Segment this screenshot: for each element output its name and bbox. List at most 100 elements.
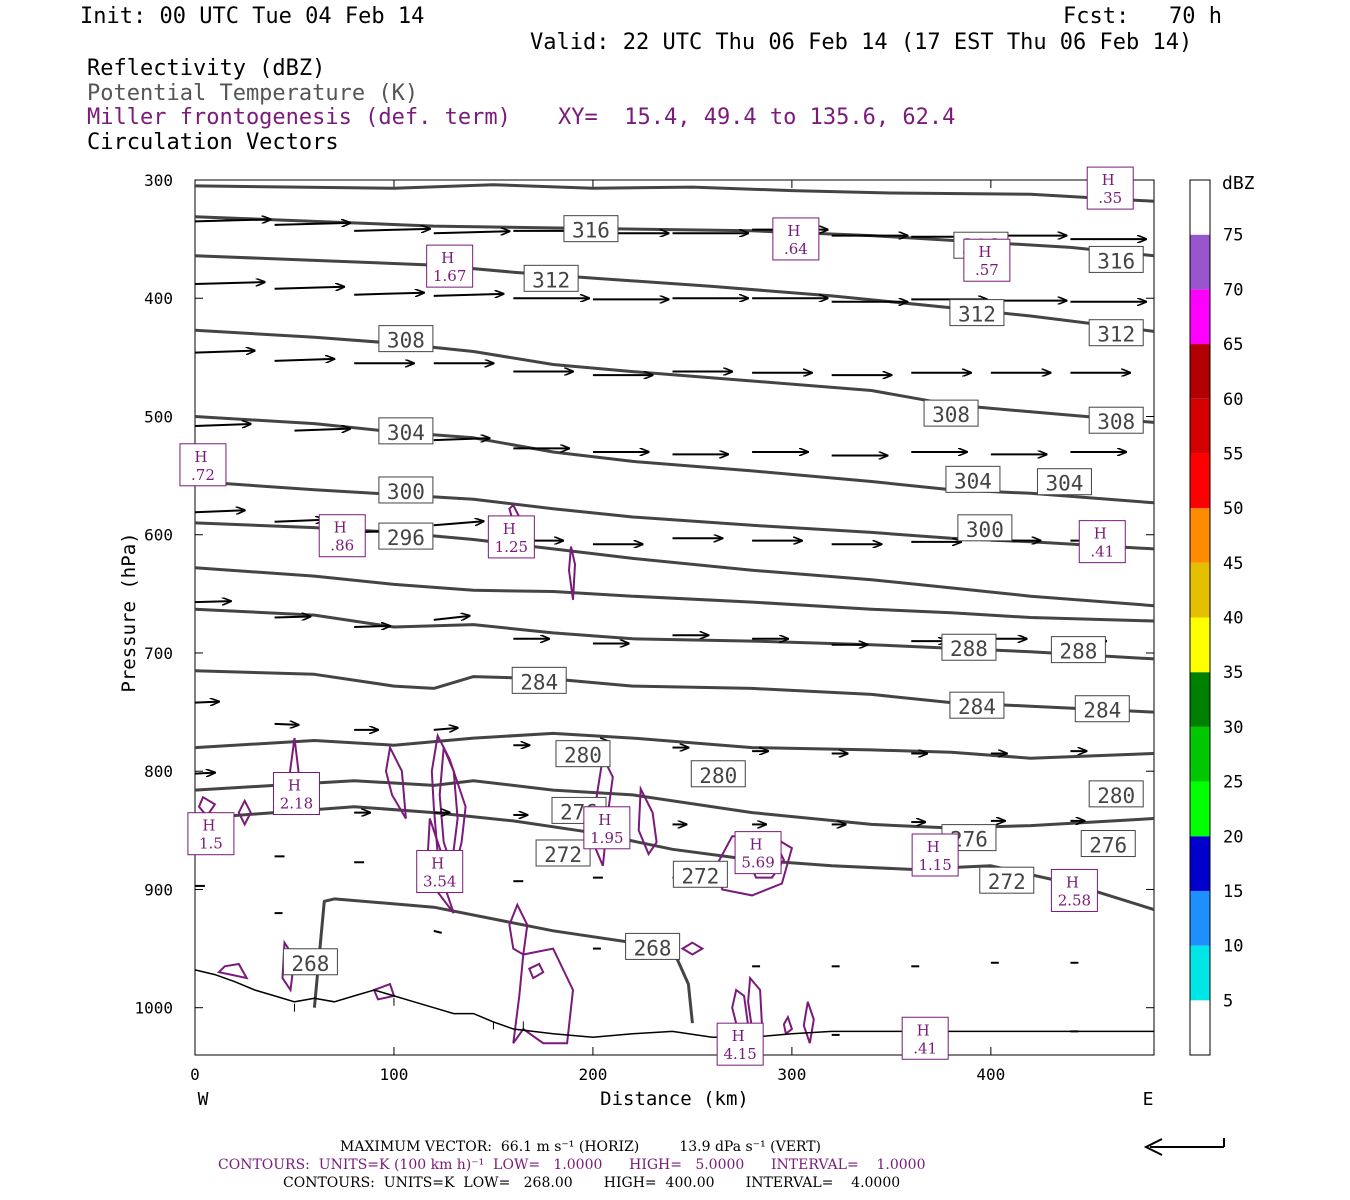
frontogenesis-max-letter: H	[750, 836, 763, 854]
frontogenesis-max-value: .57	[975, 261, 999, 279]
theta-label-box	[282, 948, 338, 976]
x-axis-label: Distance (km)	[600, 1088, 749, 1110]
frontogenesis-max-letter: H	[431, 855, 444, 873]
theta-label-box	[378, 325, 434, 353]
x-tick-label: 300	[777, 1065, 806, 1084]
theta-label: 304	[387, 421, 425, 445]
theta-label: 280	[564, 744, 602, 768]
theta-label-box	[672, 860, 728, 888]
colorbar-swatch	[1190, 726, 1210, 782]
theta-contour-268	[312, 897, 694, 1024]
circulation-vector	[433, 438, 490, 440]
circulation-vector	[194, 351, 255, 353]
y-tick-label: 1000	[134, 999, 173, 1018]
theta-label-box	[1088, 245, 1144, 273]
circulation-vector	[274, 724, 299, 725]
theta-label-box	[690, 760, 746, 788]
frontogenesis-contour	[567, 546, 577, 600]
frontogenesis-max-value: .35	[1098, 189, 1122, 207]
theta-label: 284	[520, 670, 558, 694]
theta-label-box	[535, 839, 591, 867]
frontogenesis-max-box	[187, 812, 235, 856]
theta-label-box	[563, 215, 619, 243]
colorbar-swatch	[1190, 453, 1210, 509]
frontogenesis-max-letter: H	[787, 222, 800, 240]
cross-section-coords: XY= 15.4, 49.4 to 135.6, 62.4	[558, 105, 956, 130]
colorbar-swatch	[1190, 562, 1210, 618]
x-tick-label: 100	[380, 1065, 409, 1084]
frontogenesis-max-value: 1.95	[590, 829, 623, 847]
circulation-vector	[274, 520, 325, 522]
frontogenesis-max-box	[911, 833, 959, 877]
theta-label: 304	[954, 469, 992, 493]
theta-label: 308	[1097, 410, 1135, 434]
theta-label: 316	[1097, 249, 1135, 273]
frontogenesis-max-letter: H	[1102, 171, 1115, 189]
max-vector-info: MAXIMUM VECTOR: 66.1 m s⁻¹ (HORIZ) 13.9 …	[340, 1139, 822, 1155]
frontogenesis-max-letter: H	[927, 838, 940, 856]
theta-label: 312	[1097, 323, 1135, 347]
plot-frame	[194, 179, 1155, 1056]
colorbar-level: 30	[1223, 718, 1243, 738]
theta-label: 288	[1059, 640, 1097, 664]
theta-contour-308	[194, 328, 1155, 424]
terrain-line	[194, 969, 1154, 1039]
theta-label-box	[949, 299, 1005, 327]
colorbar-level: 65	[1223, 335, 1243, 355]
frontogenesis-contour	[680, 941, 705, 956]
y-tick-label: 500	[144, 407, 173, 426]
colorbar-frame	[1189, 179, 1211, 1056]
frontogenesis-max-value: .72	[191, 466, 215, 484]
colorbar-level: 50	[1223, 499, 1243, 519]
theta-label: 284	[1083, 699, 1121, 723]
theta-label: 280	[1097, 784, 1135, 808]
y-tick-label: 300	[144, 171, 173, 190]
frontogenesis-max-letter: H	[334, 519, 347, 537]
colorbar-swatch	[1190, 781, 1210, 837]
west-label: W	[198, 1089, 209, 1110]
colorbar-swatch	[1190, 508, 1210, 563]
colorbar-swatch	[1190, 289, 1210, 345]
circulation-vector	[433, 294, 504, 296]
theta-label-box	[378, 522, 434, 550]
theta-label-box	[941, 633, 997, 661]
theta-label: 272	[988, 870, 1026, 894]
field-frontogenesis: Miller frontogenesis (def. term)	[87, 105, 511, 130]
colorbar-swatch	[1190, 836, 1210, 891]
circulation-vector	[354, 626, 390, 627]
theta-label: 284	[958, 695, 996, 719]
theta-label-box	[945, 465, 1001, 493]
frontogenesis-max-letter: H	[288, 777, 301, 795]
colorbar-title: dBZ	[1222, 173, 1255, 194]
theta-label-box	[511, 666, 567, 694]
colorbar-swatch	[1190, 180, 1210, 235]
frontogenesis-max-box	[416, 850, 464, 894]
theta-contour-292	[194, 566, 1155, 623]
theta-contour-320	[194, 183, 1155, 203]
frontogenesis-max-letter: H	[732, 1027, 745, 1045]
frontogenesis-max-value: .64	[784, 240, 808, 258]
frontogenesis-max-letter: H	[194, 448, 207, 466]
frontogenesis-max-box	[772, 217, 820, 261]
circulation-vector	[274, 287, 345, 289]
frontogenesis-max-box	[716, 1022, 764, 1066]
frontogenesis-max-box	[1086, 166, 1134, 210]
y-tick-label: 700	[144, 644, 173, 663]
y-tick-label: 400	[144, 289, 173, 308]
theta-label-box	[979, 866, 1035, 894]
field-reflectivity: Reflectivity (dBZ)	[87, 56, 326, 81]
circulation-vector	[274, 617, 311, 618]
frontogenesis-max-box	[487, 515, 535, 559]
y-tick-label: 800	[144, 762, 173, 781]
circulation-vector	[194, 601, 231, 602]
frontogenesis-max-box	[1078, 520, 1126, 564]
theta-label: 276	[1089, 834, 1127, 858]
frontogenesis-max-box	[318, 514, 366, 558]
frontogenesis-contour	[528, 962, 545, 980]
colorbar-swatch	[1190, 234, 1210, 290]
frontogenesis-max-value: 4.15	[723, 1045, 756, 1063]
colorbar-level: 60	[1223, 390, 1243, 410]
colorbar-level: 40	[1223, 609, 1243, 629]
theta-label: 300	[387, 480, 425, 504]
theta-label: 272	[544, 843, 582, 867]
